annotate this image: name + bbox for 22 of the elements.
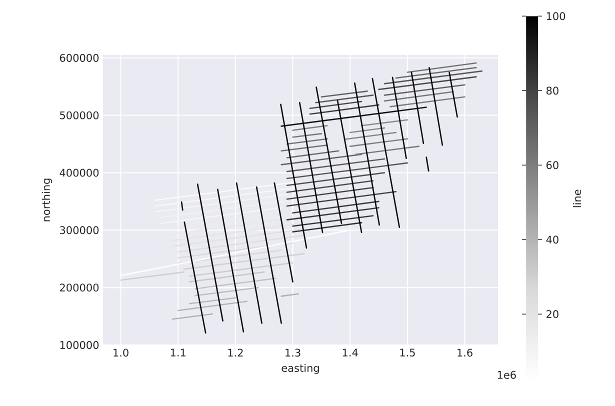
x-tick-label: 1.5 [400, 348, 415, 357]
y-axis-title: northing [42, 178, 52, 222]
x-tick-label: 1.2 [228, 348, 243, 356]
y-tick-label: 600000 [60, 54, 99, 62]
x-tick-label: 1.3 [286, 348, 300, 357]
y-tick-label: 300000 [60, 226, 99, 234]
x-tick-label: 1.1 [170, 348, 186, 356]
x-tick-label: 1.0 [114, 348, 128, 357]
x-tick-label: 1.6 [458, 348, 472, 357]
y-tick-label: 500000 [60, 111, 99, 120]
color-bar-label: 80 [546, 86, 558, 95]
color-bar-label: 20 [546, 310, 558, 318]
color-bar-label: 60 [546, 161, 558, 170]
y-tick-label: 200000 [60, 284, 99, 292]
color-bar-title: line [572, 190, 582, 208]
color-bar-label: 100 [546, 12, 566, 20]
x-axis-title: easting [282, 364, 319, 374]
text: 1e6 [498, 370, 516, 379]
y-tick-label: 100000 [60, 341, 99, 349]
y-tick-label: 400000 [60, 168, 99, 177]
color-bar-label: 40 [546, 236, 558, 244]
x-tick-label: 1.4 [342, 348, 358, 356]
